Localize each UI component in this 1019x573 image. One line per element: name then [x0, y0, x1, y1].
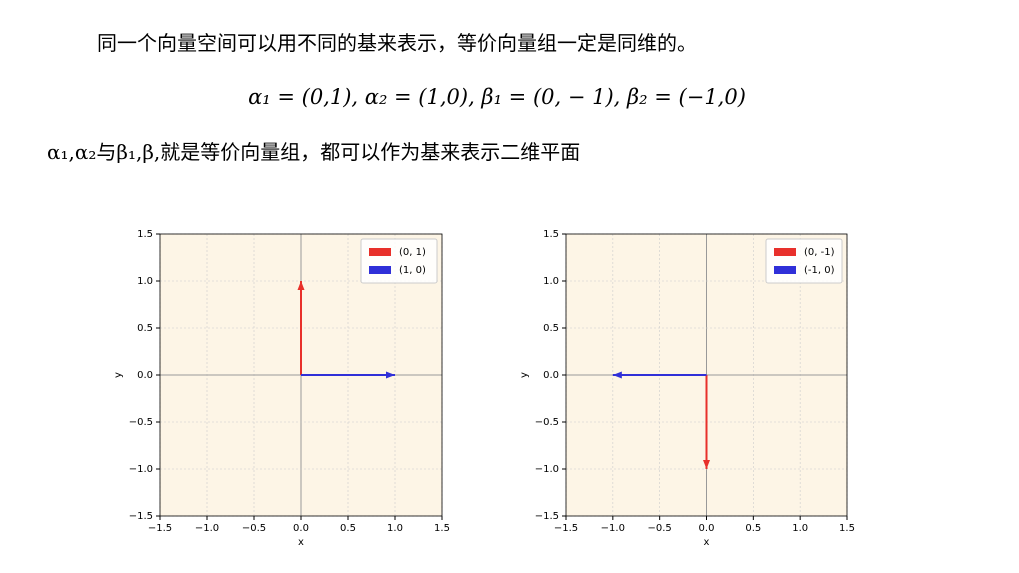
x-tick-label: −0.5: [648, 523, 672, 534]
legend-swatch: [774, 248, 796, 256]
chart: −1.5 −1.0 −0.5 0.0 0.5 1.0 1.5 −1.5 −1.0 −0.5 0.0 0…: [113, 229, 450, 548]
y-tick-label: 1.0: [543, 276, 559, 287]
legend-box: [765, 238, 843, 284]
legend-swatch: [369, 266, 391, 274]
formula: α₁ = (0,1), α₂ = (1,0), β₁ = (0, − 1), β…: [248, 85, 746, 109]
legend-label: (0, -1): [804, 247, 835, 258]
y-axis-label: y: [113, 372, 124, 378]
legend-label: (-1, 0): [804, 265, 835, 276]
y-tick-label: 1.5: [137, 229, 153, 240]
y-tick-label: 1.0: [137, 276, 153, 287]
paragraph: α₁,α₂与β₁,β,就是等价向量组，都可以作为基来表示二维平面: [47, 140, 580, 164]
x-tick-label: −1.5: [554, 523, 578, 534]
x-axis-label: x: [298, 537, 304, 548]
legend-swatch: [369, 248, 391, 256]
x-axis-label: x: [704, 537, 710, 548]
y-tick-label: 0.5: [543, 323, 559, 334]
x-tick-label: 1.5: [839, 523, 855, 534]
y-tick-label: 1.5: [543, 229, 559, 240]
x-tick-label: 1.5: [434, 523, 450, 534]
x-tick-label: −1.0: [195, 523, 219, 534]
x-tick-label: 1.0: [387, 523, 403, 534]
plot-frame: [159, 233, 443, 517]
chart: −1.5 −1.0 −0.5 0.0 0.5 1.0 1.5 −1.5 −1.0 −0.5 0.0 0…: [519, 229, 855, 548]
x-tick-label: −1.5: [148, 523, 172, 534]
legend-label: (1, 0): [399, 265, 426, 276]
x-tick-label: 0.0: [699, 523, 715, 534]
x-tick-label: 0.0: [293, 523, 309, 534]
x-tick-label: 0.5: [745, 523, 761, 534]
legend-label: (0, 1): [399, 247, 426, 258]
y-tick-label: −0.5: [535, 417, 559, 428]
x-tick-label: −0.5: [242, 523, 266, 534]
legend-box: [360, 238, 438, 284]
y-axis-label: y: [519, 372, 530, 378]
arrow-head: [703, 460, 710, 469]
y-tick-label: −1.5: [129, 511, 153, 522]
y-tick-label: −0.5: [129, 417, 153, 428]
y-tick-label: 0.0: [543, 370, 559, 381]
legend-swatch: [774, 266, 796, 274]
plot-frame: [565, 233, 848, 517]
arrow-head: [612, 371, 622, 379]
x-tick-label: 0.5: [340, 523, 356, 534]
arrow-head: [386, 371, 395, 379]
paragraph: 同一个向量空间可以用不同的基来表示，等价向量组一定是同维的。: [97, 31, 697, 55]
x-tick-label: −1.0: [601, 523, 625, 534]
x-tick-label: 1.0: [792, 523, 808, 534]
y-tick-label: −1.0: [535, 464, 559, 475]
arrow-head: [297, 281, 305, 290]
y-tick-label: −1.5: [535, 511, 559, 522]
y-tick-label: 0.5: [137, 323, 153, 334]
y-tick-label: −1.0: [129, 464, 153, 475]
y-tick-label: 0.0: [137, 370, 153, 381]
